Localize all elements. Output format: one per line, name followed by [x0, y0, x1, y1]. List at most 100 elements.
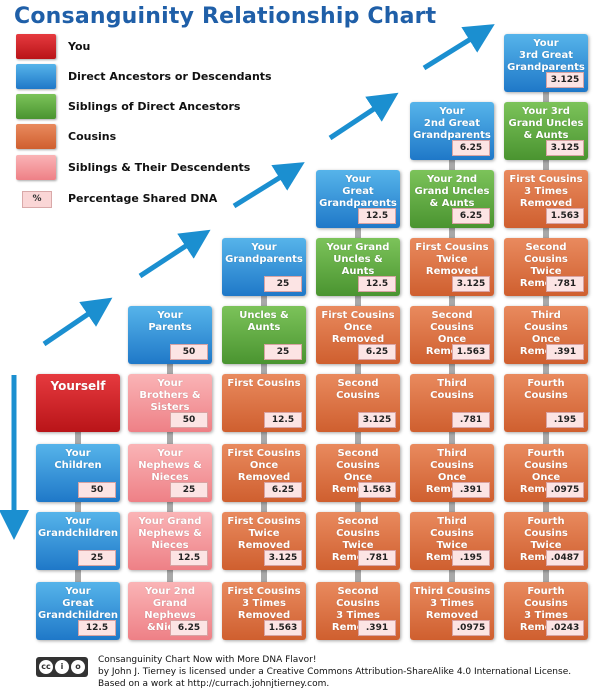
cell-label: Uncles & Aunts	[239, 310, 289, 333]
dna-percentage: .0243	[546, 620, 584, 636]
dna-percentage: .0487	[546, 550, 584, 566]
dna-percentage: 12.5	[264, 412, 302, 428]
connector-line	[543, 228, 549, 238]
connector-line	[355, 228, 361, 238]
dna-percentage: 6.25	[358, 344, 396, 360]
cell-uncles-aunts: Uncles & Aunts 25	[222, 306, 306, 364]
connector-line	[543, 570, 549, 582]
dna-percentage: .781	[358, 550, 396, 566]
dna-percentage: 50	[170, 412, 208, 428]
dna-percentage: .195	[546, 412, 584, 428]
cell-label: Third Cousins Once Removed	[426, 448, 478, 495]
creative-commons-badge: cc i o	[36, 657, 88, 677]
dna-percentage: 3.125	[546, 140, 584, 156]
cell-third-cousins-once-removed: Third Cousins Once Removed.391	[410, 444, 494, 502]
cell-your-brothers-sisters: Your Brothers & Sisters 50	[128, 374, 212, 432]
cell-your-great-grandparents: Your Great Grandparents 12.5	[316, 170, 400, 228]
connector-line	[75, 502, 81, 512]
dna-percentage: 3.125	[452, 276, 490, 292]
connector-line	[355, 364, 361, 374]
legend-swatch-direct	[16, 64, 56, 89]
connector-line	[355, 296, 361, 306]
footer-line-2: by John J. Tierney is licensed under a C…	[98, 667, 572, 677]
connector-line	[543, 160, 549, 170]
connector-line	[355, 570, 361, 582]
cc-icon: cc	[39, 660, 53, 674]
connector-line	[167, 432, 173, 444]
cell-first-cousins: First Cousins 12.5	[222, 374, 306, 432]
legend-label-percentage: Percentage Shared DNA	[68, 192, 218, 205]
connector-line	[449, 570, 455, 582]
cell-your-grandchildren: Your Grandchildren 25	[36, 512, 120, 570]
cell-label: Second Cousins	[336, 378, 380, 401]
dna-percentage: 12.5	[358, 276, 396, 292]
dna-percentage: 6.25	[452, 140, 490, 156]
connector-line	[449, 228, 455, 238]
ascending-arrow-icon	[42, 24, 495, 347]
dna-percentage: .0975	[452, 620, 490, 636]
cell-your-3rd-great-grandparents: Your 3rd Great Grandparents 3.125	[504, 34, 588, 92]
connector-line	[355, 502, 361, 512]
cell-label: Your Nephews & Nieces	[138, 448, 202, 483]
dna-percentage: 25	[78, 550, 116, 566]
cell-your-2nd-grand-uncles-aunts: Your 2nd Grand Uncles & Aunts 6.25	[410, 170, 494, 228]
dna-percentage: 6.25	[264, 482, 302, 498]
dna-percentage: .781	[452, 412, 490, 428]
connector-line	[167, 570, 173, 582]
cell-label: Your 2nd Grand Uncles & Aunts	[414, 174, 490, 209]
dna-percentage: 1.563	[264, 620, 302, 636]
cell-label: Third Cousins 3 Times Removed	[413, 586, 491, 621]
cell-fourth-cousins-once-removed: Fourth Cousins Once Removed.0975	[504, 444, 588, 502]
cell-third-cousins-once-removed: Third Cousins Once Removed.391	[504, 306, 588, 364]
connector-line	[261, 570, 267, 582]
connector-line	[75, 432, 81, 444]
footer-line-1: Consanguinity Chart Now with More DNA Fl…	[98, 655, 317, 665]
dna-percentage: .391	[546, 344, 584, 360]
cell-label: Fourth Cousins Twice Removed	[520, 516, 572, 563]
cell-label: Second Cousins Once Removed	[332, 448, 384, 495]
cell-label: First Cousins Once Removed	[321, 310, 395, 345]
attribution-icon: i	[55, 660, 69, 674]
cell-your-3rd-grand-uncles-aunts: Your 3rd Grand Uncles & Aunts 3.125	[504, 102, 588, 160]
cell-your-nephews-nieces: Your Nephews & Nieces 25	[128, 444, 212, 502]
connector-line	[261, 502, 267, 512]
connector-line	[543, 92, 549, 102]
dna-percentage: 1.563	[452, 344, 490, 360]
cell-label: Yourself	[50, 379, 106, 393]
cell-third-cousins: Third Cousins .781	[410, 374, 494, 432]
cell-label: Your Grand Uncles & Aunts	[326, 242, 390, 277]
cell-label: Third Cousins Once Removed	[520, 310, 572, 357]
dna-percentage: 3.125	[264, 550, 302, 566]
connector-line	[449, 160, 455, 170]
connector-line	[543, 364, 549, 374]
connector-line	[543, 432, 549, 444]
dna-percentage: 6.25	[170, 620, 208, 636]
cell-your-great-grandchildren: Your Great Grandchildren 12.5	[36, 582, 120, 640]
connector-line	[261, 432, 267, 444]
dna-percentage: .781	[546, 276, 584, 292]
cell-label: Your Grand Nephews & Nieces	[138, 516, 202, 551]
cell-label: Second Cousins 3 Times Removed	[332, 586, 384, 633]
legend-swatch-cousins	[16, 124, 56, 149]
cell-label: First Cousins Once Removed	[227, 448, 301, 483]
dna-percentage: 25	[264, 344, 302, 360]
dna-percentage: .195	[452, 550, 490, 566]
cell-first-cousins-3-times-removed: First Cousins 3 Times Removed 1.563	[222, 582, 306, 640]
legend-swatch-siblings-descendents	[16, 155, 56, 180]
cell-your-2nd-great-grandparents: Your 2nd Great Grandparents 6.25	[410, 102, 494, 160]
cell-label: Your Grandchildren	[37, 516, 119, 539]
cell-second-cousins-twice-removed: Second Cousins Twice Removed.781	[504, 238, 588, 296]
cell-label: Your Brothers & Sisters	[139, 378, 201, 413]
connector-line	[167, 364, 173, 374]
dna-percentage: 50	[78, 482, 116, 498]
cell-first-cousins-once-removed: First Cousins Once Removed 6.25	[316, 306, 400, 364]
sharealike-icon: o	[71, 660, 85, 674]
cell-first-cousins-twice-removed: First Cousins Twice Removed 3.125	[410, 238, 494, 296]
cell-label: Second Cousins Twice Removed	[332, 516, 384, 563]
chart-title: Consanguinity Relationship Chart	[14, 4, 437, 29]
dna-percentage: .0975	[546, 482, 584, 498]
connector-line	[449, 296, 455, 306]
cell-first-cousins-once-removed: First Cousins Once Removed 6.25	[222, 444, 306, 502]
cell-second-cousins-twice-removed: Second Cousins Twice Removed.781	[316, 512, 400, 570]
